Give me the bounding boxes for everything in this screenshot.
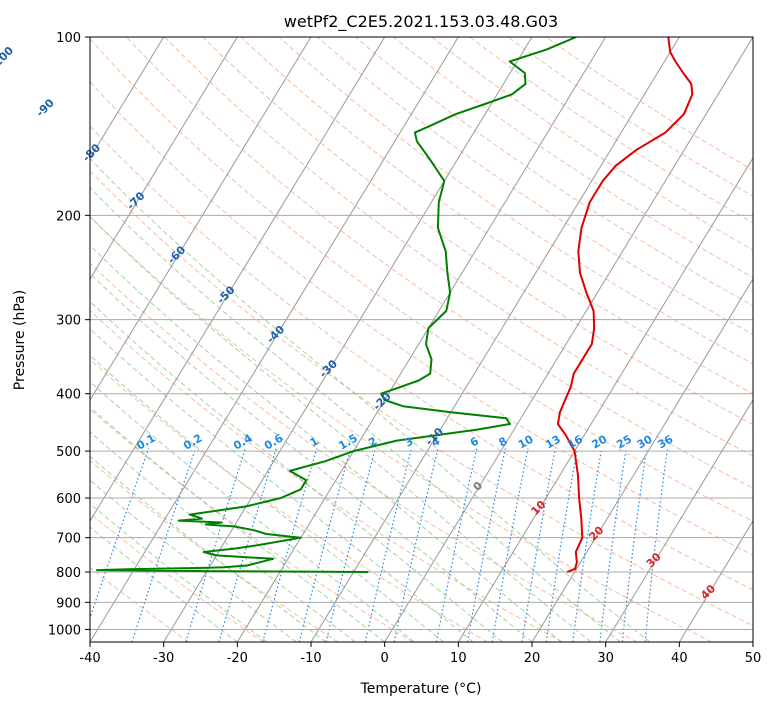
x-tick-label: 40 <box>671 651 688 666</box>
dry-adiabat <box>90 38 753 522</box>
dry-adiabat <box>90 358 488 642</box>
y-tick-label: 500 <box>56 445 81 460</box>
isotherm <box>90 37 165 159</box>
y-tick-label: 100 <box>56 31 81 46</box>
isotherm <box>236 37 607 642</box>
moist-adiabat <box>90 244 562 642</box>
mixing-ratio-line <box>545 448 578 642</box>
pressure-gridlines <box>90 37 753 630</box>
y-tick-label: 300 <box>56 314 81 329</box>
moist-adiabat <box>90 455 326 642</box>
x-tick-label: 20 <box>524 651 541 666</box>
dry-adiabat <box>126 37 753 489</box>
mixing-ratio-line <box>185 448 246 642</box>
sounding-traces <box>95 37 694 573</box>
y-tick-label: 600 <box>56 492 81 507</box>
dry-adiabat <box>240 37 753 395</box>
moist-adiabat <box>90 354 444 642</box>
y-tick-label: 400 <box>56 388 81 403</box>
x-tick-label: -10 <box>300 651 321 666</box>
x-axis: -40 -30 -20 -10 0 10 20 30 40 50 <box>79 642 761 666</box>
moist-adiabat <box>90 272 533 642</box>
background-lines <box>90 37 753 642</box>
isotherm <box>90 37 386 522</box>
mixing-ratio-line <box>218 448 277 642</box>
chart-title: wetPf2_C2E5.2021.153.03.48.G03 <box>284 12 558 32</box>
dewpoint-trace <box>95 37 577 573</box>
x-tick-label: -40 <box>79 651 100 666</box>
isotherm <box>90 37 312 401</box>
mixing-ratio-line <box>521 448 556 642</box>
dry-adiabat <box>90 125 753 591</box>
isotherm <box>605 399 753 642</box>
x-tick-label: 30 <box>597 651 614 666</box>
mixing-ratio-line <box>262 448 318 642</box>
x-axis-title: Temperature (°C) <box>360 681 482 697</box>
x-tick-label: 50 <box>745 651 762 666</box>
mixing-ratio-line <box>466 448 506 642</box>
mixing-ratio-line <box>364 448 412 642</box>
moist-adiabat <box>90 381 415 642</box>
moist-adiabat <box>90 328 474 642</box>
x-tick-label: -20 <box>227 651 248 666</box>
moist-adiabat <box>90 187 621 642</box>
dry-adiabat <box>202 37 753 426</box>
y-axis-title: Pressure (hPa) <box>12 290 28 390</box>
isotherm <box>678 520 753 642</box>
isotherm <box>310 37 680 642</box>
moist-adiabat <box>90 406 385 642</box>
plot-frame <box>89 36 754 643</box>
moist-adiabat <box>90 479 297 642</box>
y-tick-label: 200 <box>56 209 81 224</box>
isotherm <box>384 37 753 642</box>
moist-adiabat <box>90 157 651 642</box>
mixing-ratio-line <box>298 448 352 642</box>
isotherm <box>163 37 533 642</box>
isotherm <box>90 37 459 642</box>
mixing-ratio-line <box>435 448 478 642</box>
dry-adiabat <box>90 512 264 642</box>
y-tick-label: 700 <box>56 532 81 547</box>
y-tick-label: 900 <box>56 596 81 611</box>
isotherm <box>531 278 753 642</box>
y-axis: 100 200 300 400 500 600 700 800 900 1000 <box>48 31 90 638</box>
isotherm <box>457 157 753 642</box>
dry-adiabat <box>90 459 339 642</box>
dry-adiabat <box>90 262 638 642</box>
x-tick-label: 0 <box>381 651 389 666</box>
isotherm <box>90 37 238 280</box>
x-tick-label: -30 <box>153 651 174 666</box>
y-tick-label: 800 <box>56 566 81 581</box>
moist-adiabat <box>90 300 503 642</box>
mixing-ratio-line <box>325 448 376 642</box>
dry-adiabat <box>355 37 753 307</box>
x-tick-label: 10 <box>450 651 467 666</box>
y-tick-label: 1000 <box>48 623 81 638</box>
moist-adiabat <box>90 431 356 642</box>
dry-adiabat <box>90 170 753 627</box>
temperature-trace <box>556 37 694 573</box>
